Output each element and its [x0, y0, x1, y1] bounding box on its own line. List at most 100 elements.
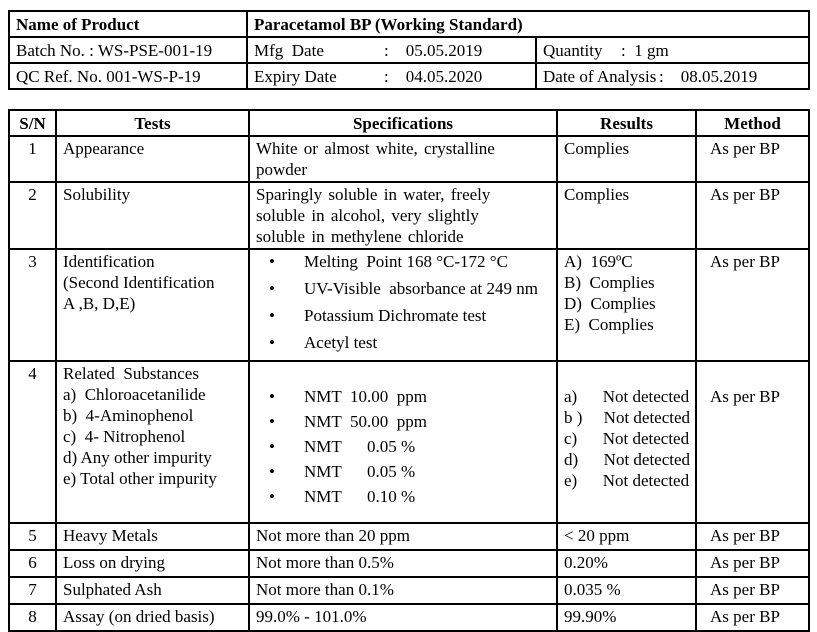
header-results: Results: [556, 109, 697, 137]
sn-cell: 4: [8, 360, 57, 524]
table-row-appearance: 1 Appearance White or almost white, crys…: [8, 135, 810, 183]
spec-bullet-text: NMT 0.05 %: [304, 437, 416, 456]
spec-bullet-text: Melting Point 168 °C-172 °C: [304, 252, 508, 271]
tests-cell: Sulphated Ash: [55, 576, 250, 605]
results-cell: < 20 ppm: [556, 522, 697, 551]
table-row-sulphated-ash: 7 Sulphated Ash Not more than 0.1% 0.035…: [8, 576, 810, 605]
bullet-icon: •: [269, 412, 275, 431]
header-specifications: Specifications: [248, 109, 558, 137]
result-line: A) 169ºC: [564, 252, 633, 271]
spec-bullet-item: • NMT 10.00 ppm: [256, 386, 550, 407]
specifications-cell: Not more than 20 ppm: [248, 522, 558, 551]
method-cell: As per BP: [695, 135, 810, 183]
result-line: c) Not detected: [564, 429, 690, 448]
spec-bullet-text: NMT 0.05 %: [304, 462, 416, 481]
mfg-date-label: Mfg Date: [254, 40, 324, 60]
result-line: E) Complies: [564, 315, 654, 334]
method-cell: As per BP: [695, 603, 810, 632]
test-line: a) Chloroacetanilide: [63, 385, 206, 404]
spec-line: Sparingly soluble in water, freely: [256, 185, 491, 204]
spec-bullet-item: • Melting Point 168 °C-172 °C: [256, 251, 550, 272]
expiry-date-cell: Expiry Date : 04.05.2020: [246, 62, 537, 90]
table-row-loss-on-drying: 6 Loss on drying Not more than 0.5% 0.20…: [8, 549, 810, 578]
specifications-table: S/N Tests Specifications Results Method …: [8, 109, 810, 632]
result-line: a) Not detected: [564, 387, 690, 406]
product-info-table: Name of Product Paracetamol BP (Working …: [8, 10, 811, 90]
spec-line: White or almost white, crystalline: [256, 139, 495, 158]
quantity-cell: Quantity : 1 gm: [534, 36, 811, 64]
product-name-value: Paracetamol BP (Working Standard): [245, 10, 811, 38]
test-line: A ,B, D,E): [63, 294, 136, 313]
spec-bullet-item: • Acetyl test: [256, 332, 550, 353]
method-cell: As per BP: [695, 522, 810, 551]
bullet-icon: •: [269, 252, 275, 271]
info-row-batch: Batch No. : WS-PSE-001-19 Mfg Date: 05.0…: [8, 36, 811, 64]
results-cell: 0.20%: [556, 549, 697, 578]
spec-bullet-item: • NMT 0.05 %: [256, 436, 550, 457]
table-row-heavy-metals: 5 Heavy Metals Not more than 20 ppm < 20…: [8, 522, 810, 551]
test-line: Identification: [63, 252, 155, 271]
tests-cell: Assay (on dried basis): [55, 603, 250, 632]
spec-line: soluble in alcohol, very slightly: [256, 206, 479, 225]
name-of-product-label: Name of Product: [8, 10, 248, 38]
date-of-analysis-label: Date of Analysis: [543, 66, 657, 86]
spec-bullet-text: UV-Visible absorbance at 249 nm: [304, 279, 538, 298]
spec-bullet-text: Potassium Dichromate test: [304, 306, 487, 325]
sn-cell: 7: [8, 576, 57, 605]
method-cell: As per BP: [695, 576, 810, 605]
test-line: b) 4-Aminophenol: [63, 406, 194, 425]
results-cell: Complies: [556, 135, 697, 183]
specifications-cell: Not more than 0.1%: [248, 576, 558, 605]
sn-cell: 1: [8, 135, 57, 183]
spec-bullet-item: • NMT 0.05 %: [256, 461, 550, 482]
tests-cell: Appearance: [55, 135, 250, 183]
expiry-date-label: Expiry Date: [254, 66, 337, 86]
mfg-date-cell: Mfg Date: 05.05.2019: [246, 36, 537, 64]
table-row-assay: 8 Assay (on dried basis) 99.0% - 101.0% …: [8, 603, 810, 632]
result-line: d) Not detected: [564, 450, 691, 469]
result-line: e) Not detected: [564, 471, 690, 490]
result-line: b ) Not detected: [564, 408, 691, 427]
bullet-icon: •: [269, 279, 275, 298]
bullet-icon: •: [269, 437, 275, 456]
result-line: B) Complies: [564, 273, 655, 292]
sn-cell: 2: [8, 181, 57, 250]
results-cell: 0.035 %: [556, 576, 697, 605]
spec-bullet-text: NMT 10.00 ppm: [304, 387, 427, 406]
table-row-related-substances: 4 Related Substances a) Chloroacetanilid…: [8, 360, 810, 524]
results-cell: a) Not detected b ) Not detected c) Not …: [556, 360, 697, 524]
table-header-row: S/N Tests Specifications Results Method: [8, 109, 810, 137]
table-row-identification: 3 Identification (Second Identification …: [8, 248, 810, 362]
bullet-icon: •: [269, 387, 275, 406]
specifications-cell: Not more than 0.5%: [248, 549, 558, 578]
quantity-value: : 1 gm: [621, 40, 669, 60]
bullet-icon: •: [269, 306, 275, 325]
test-line: c) 4- Nitrophenol: [63, 427, 186, 446]
spec-bullet-item: • NMT 50.00 ppm: [256, 411, 550, 432]
specifications-cell: White or almost white, crystalline powde…: [248, 135, 558, 183]
specifications-cell: Sparingly soluble in water, freely solub…: [248, 181, 558, 250]
spec-line: powder: [256, 160, 307, 179]
info-row-product: Name of Product Paracetamol BP (Working …: [8, 10, 811, 38]
spec-bullet-item: • Potassium Dichromate test: [256, 305, 550, 326]
spec-line: soluble in methylene chloride: [256, 227, 464, 246]
quantity-label: Quantity: [543, 40, 603, 60]
results-cell: A) 169ºC B) Complies D) Complies E) Comp…: [556, 248, 697, 362]
header-method: Method: [695, 109, 810, 137]
specifications-cell: • NMT 10.00 ppm • NMT 50.00 ppm • NMT 0.05 …: [248, 360, 558, 524]
method-cell: As per BP: [695, 360, 810, 524]
test-line: Related Substances: [63, 364, 199, 383]
tests-cell: Related Substances a) Chloroacetanilide …: [55, 360, 250, 524]
tests-cell: Loss on drying: [55, 549, 250, 578]
qc-ref-value: QC Ref. No. 001-WS-P-19: [8, 62, 248, 90]
expiry-date-value: : 04.05.2020: [384, 66, 483, 86]
spec-bullet-text: NMT 0.10 %: [304, 487, 416, 506]
bullet-icon: •: [269, 487, 275, 506]
sn-cell: 3: [8, 248, 57, 362]
test-line: (Second Identification: [63, 273, 215, 292]
spec-bullet-text: NMT 50.00 ppm: [304, 412, 427, 431]
result-line: D) Complies: [564, 294, 656, 313]
spec-bullet-item: • NMT 0.10 %: [256, 486, 550, 507]
results-cell: Complies: [556, 181, 697, 250]
